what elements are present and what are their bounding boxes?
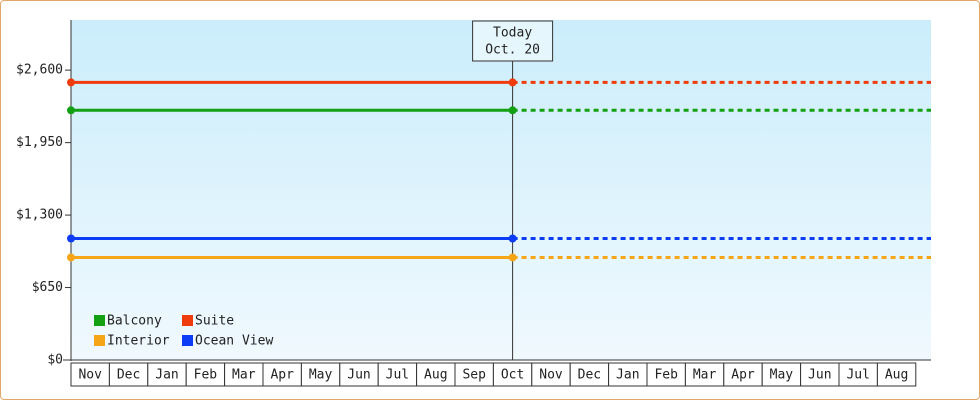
x-tick-label: Aug: [885, 368, 908, 383]
today-date: Oct. 20: [485, 43, 540, 58]
x-tick-label: Nov: [78, 368, 102, 383]
y-tick-label: $650: [32, 280, 63, 295]
legend-swatch: [182, 335, 193, 346]
series-point: [508, 106, 517, 115]
legend-label: Interior: [107, 334, 170, 349]
series-point: [67, 106, 75, 115]
y-tick-label: $0: [47, 353, 63, 368]
x-tick-label: Dec: [578, 368, 601, 383]
x-tick-label: Mar: [693, 368, 717, 383]
x-tick-label: Jul: [846, 368, 869, 383]
x-tick-label: Oct: [501, 368, 524, 383]
x-tick-label: Dec: [117, 368, 140, 383]
x-tick-label: Jan: [155, 368, 178, 383]
series-point: [508, 234, 517, 243]
series-point: [67, 234, 75, 243]
x-tick-label: Mar: [232, 368, 256, 383]
today-box: [472, 20, 554, 62]
x-tick-label: Feb: [194, 368, 218, 383]
x-tick-label: Jun: [808, 368, 831, 383]
x-tick-label: May: [309, 368, 333, 383]
x-tick-label: Sep: [462, 368, 486, 383]
legend-label: Balcony: [107, 314, 162, 329]
legend-label: Suite: [195, 314, 234, 329]
legend-swatch: [94, 315, 105, 326]
series-point: [67, 78, 75, 87]
y-tick-label: $1,950: [16, 135, 63, 150]
x-tick-label: Jul: [386, 368, 409, 383]
today-title: Today: [493, 26, 532, 41]
x-tick-label: Jun: [347, 368, 370, 383]
plot-area: [71, 20, 931, 360]
legend-swatch: [94, 335, 105, 346]
x-tick-label: Aug: [424, 368, 447, 383]
x-tick-label: Apr: [731, 368, 755, 383]
legend-label: Ocean View: [195, 334, 273, 349]
y-tick-label: $2,600: [16, 63, 63, 78]
series-point: [67, 253, 75, 262]
x-tick-label: May: [770, 368, 794, 383]
x-tick-cell: [876, 362, 917, 387]
x-tick-label: Jan: [616, 368, 639, 383]
x-tick-label: Apr: [270, 368, 294, 383]
y-tick-label: $1,300: [16, 208, 63, 223]
x-tick-label: Feb: [654, 368, 678, 383]
series-point: [508, 78, 517, 87]
series-point: [508, 253, 517, 262]
x-tick-label: Nov: [539, 368, 563, 383]
legend-swatch: [182, 315, 193, 326]
